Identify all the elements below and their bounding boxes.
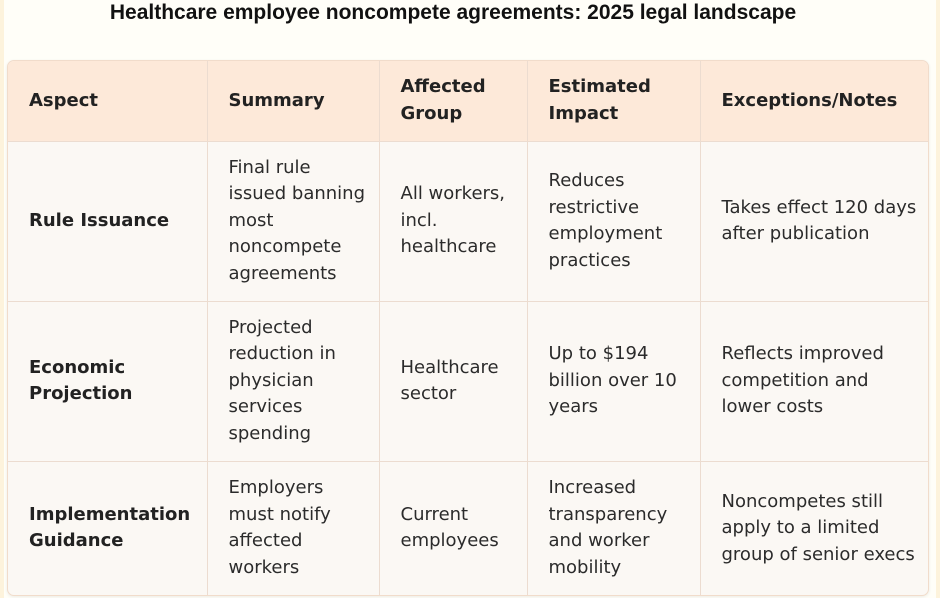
table-row: Implementation Guidance Employers must n… (8, 461, 928, 595)
cell-notes: Takes effect 120 days after publication (700, 141, 928, 302)
noncompete-table: Aspect Summary Affected Group Estimated … (8, 61, 928, 595)
header-affected-group: Affected Group (379, 61, 528, 142)
cell-notes: Noncompetes still apply to a limited gro… (721, 490, 915, 565)
cell-summary: Projected reduction in physician service… (207, 301, 380, 462)
cell-aspect: Implementation Guidance (8, 461, 208, 595)
cell-notes: Reflects improved competition and lower … (700, 301, 928, 462)
cell-summary: Employers must notify affected workers (207, 461, 380, 595)
cell-estimated-impact: Reduces restrictive employment practices (527, 141, 701, 302)
header-summary: Summary (207, 61, 380, 142)
table-header-row: Aspect Summary Affected Group Estimated … (8, 61, 928, 142)
cell-aspect: Economic Projection (8, 301, 208, 462)
page-frame-right (936, 0, 940, 598)
table-row: Rule Issuance Final rule issued banning … (8, 141, 928, 302)
header-exceptions-notes: Exceptions/Notes (700, 61, 928, 142)
cell-estimated-impact: Increased transparency and worker mobili… (527, 461, 701, 595)
cell-aspect: Rule Issuance (8, 141, 208, 302)
table-row: Economic Projection Projected reduction … (8, 301, 928, 462)
header-aspect: Aspect (8, 61, 208, 142)
header-estimated-impact: Estimated Impact (527, 61, 701, 142)
cell-affected-group: Current employees (379, 461, 528, 595)
page-title: Healthcare employee noncompete agreement… (109, 1, 797, 24)
cell-estimated-impact: Up to $194 billion over 10 years (527, 301, 701, 462)
page-frame-left (0, 0, 4, 598)
cell-affected-group: Healthcare sector (379, 301, 528, 462)
cell-summary: Final rule issued banning most noncompet… (207, 141, 380, 302)
noncompete-table-container: Aspect Summary Affected Group Estimated … (7, 60, 929, 596)
cell-affected-group: All workers, incl. healthcare (379, 141, 528, 302)
